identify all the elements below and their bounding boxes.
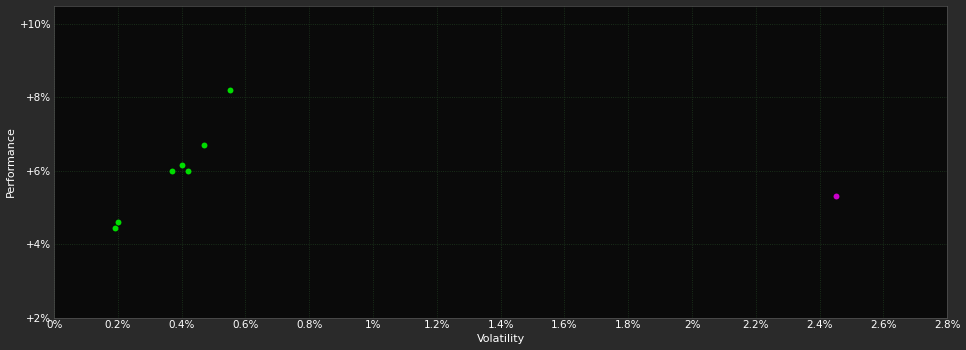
Point	[196, 142, 212, 148]
Y-axis label: Performance: Performance	[6, 126, 15, 197]
X-axis label: Volatility: Volatility	[476, 335, 525, 344]
Point	[828, 194, 843, 199]
Point	[181, 168, 196, 174]
Point	[107, 225, 123, 230]
Point	[110, 219, 126, 225]
Point	[174, 162, 189, 168]
Point	[164, 168, 180, 174]
Point	[222, 87, 238, 93]
